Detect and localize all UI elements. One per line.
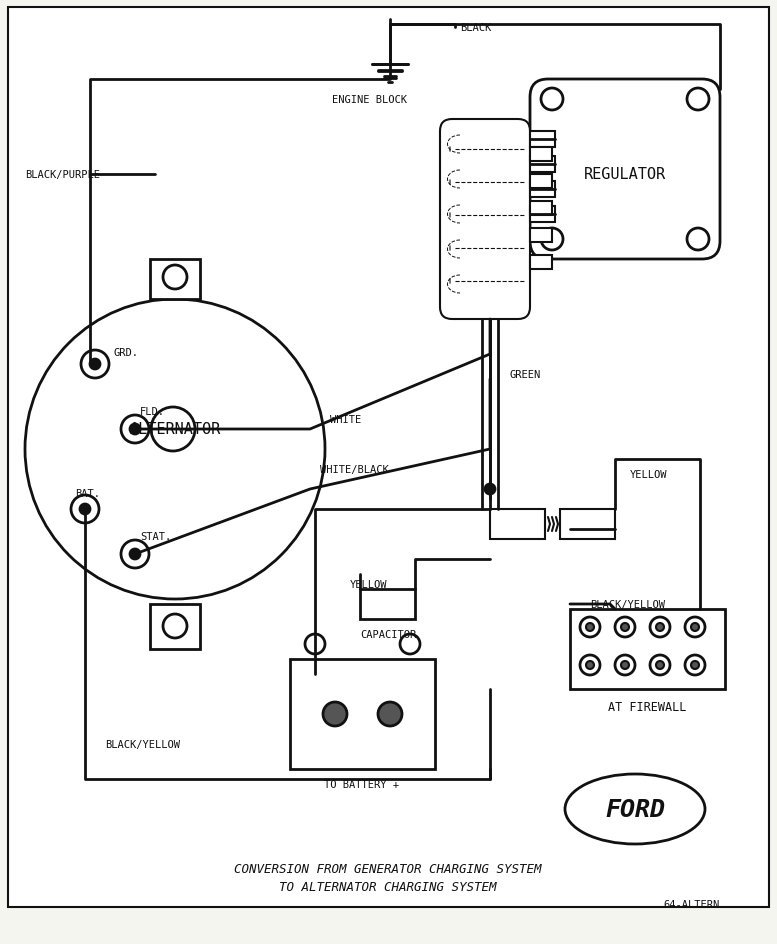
Bar — [530, 148, 552, 161]
Circle shape — [615, 655, 635, 675]
Circle shape — [650, 655, 670, 675]
Circle shape — [580, 655, 600, 675]
Circle shape — [163, 265, 187, 290]
Circle shape — [687, 228, 709, 251]
Circle shape — [656, 662, 664, 669]
Circle shape — [25, 299, 325, 599]
Bar — [530, 157, 555, 173]
Bar — [290, 659, 435, 769]
Text: REGULATOR: REGULATOR — [584, 167, 666, 182]
Text: BLACK: BLACK — [460, 23, 491, 33]
Text: GREEN: GREEN — [510, 370, 542, 379]
Bar — [530, 207, 555, 223]
Circle shape — [615, 617, 635, 637]
Circle shape — [485, 484, 495, 495]
Text: FLD.: FLD. — [140, 407, 165, 416]
Circle shape — [323, 702, 347, 726]
Circle shape — [163, 615, 187, 638]
Circle shape — [687, 89, 709, 110]
Text: FORD: FORD — [605, 797, 665, 821]
Circle shape — [121, 540, 149, 568]
Circle shape — [378, 702, 402, 726]
Text: TO ALTERNATOR CHARGING SYSTEM: TO ALTERNATOR CHARGING SYSTEM — [279, 881, 497, 894]
Circle shape — [400, 634, 420, 654]
Text: ENGINE BLOCK: ENGINE BLOCK — [333, 95, 407, 105]
Circle shape — [305, 634, 325, 654]
FancyBboxPatch shape — [440, 120, 530, 320]
Text: CONVERSION FROM GENERATOR CHARGING SYSTEM: CONVERSION FROM GENERATOR CHARGING SYSTE… — [234, 863, 542, 876]
Bar — [150, 604, 200, 649]
Bar — [530, 182, 555, 198]
Text: AT FIREWALL: AT FIREWALL — [608, 700, 686, 714]
Circle shape — [71, 496, 99, 523]
Circle shape — [121, 415, 149, 444]
Circle shape — [580, 617, 600, 637]
Circle shape — [586, 662, 594, 669]
Circle shape — [656, 623, 664, 632]
Bar — [570, 610, 725, 689]
Circle shape — [685, 617, 705, 637]
Circle shape — [541, 89, 563, 110]
Text: 64-ALTERN: 64-ALTERN — [664, 899, 720, 909]
Bar — [560, 510, 615, 539]
Text: YELLOW: YELLOW — [630, 469, 667, 480]
Text: TO BATTERY +: TO BATTERY + — [325, 779, 399, 789]
Circle shape — [130, 425, 140, 434]
Bar — [530, 175, 552, 189]
Circle shape — [130, 549, 140, 560]
Text: BLACK/YELLOW: BLACK/YELLOW — [590, 599, 665, 610]
Text: YELLOW: YELLOW — [350, 580, 388, 589]
Text: STAT.: STAT. — [140, 531, 171, 542]
Circle shape — [586, 623, 594, 632]
Circle shape — [685, 655, 705, 675]
Bar — [530, 256, 552, 270]
Circle shape — [81, 350, 109, 379]
Bar — [530, 202, 552, 216]
Circle shape — [151, 408, 195, 451]
Bar — [360, 589, 415, 619]
Circle shape — [621, 623, 629, 632]
Text: CAPACITOR: CAPACITOR — [360, 630, 416, 639]
Circle shape — [541, 228, 563, 251]
Circle shape — [80, 504, 90, 514]
Circle shape — [90, 360, 100, 370]
Text: ALTERNATOR: ALTERNATOR — [130, 422, 221, 437]
Text: BLACK/PURPLE: BLACK/PURPLE — [25, 170, 100, 179]
Text: WHITE: WHITE — [330, 414, 361, 425]
FancyBboxPatch shape — [530, 80, 720, 260]
Circle shape — [650, 617, 670, 637]
Bar — [150, 260, 200, 299]
Text: GRD.: GRD. — [113, 347, 138, 358]
Ellipse shape — [565, 774, 705, 844]
Text: BLACK/YELLOW: BLACK/YELLOW — [105, 739, 180, 750]
Text: BAT.: BAT. — [75, 488, 100, 498]
Circle shape — [621, 662, 629, 669]
Bar — [530, 228, 552, 243]
Bar — [490, 510, 545, 539]
Circle shape — [691, 623, 699, 632]
Text: WHITE/BLACK: WHITE/BLACK — [320, 464, 388, 475]
Circle shape — [691, 662, 699, 669]
Bar — [530, 132, 555, 148]
